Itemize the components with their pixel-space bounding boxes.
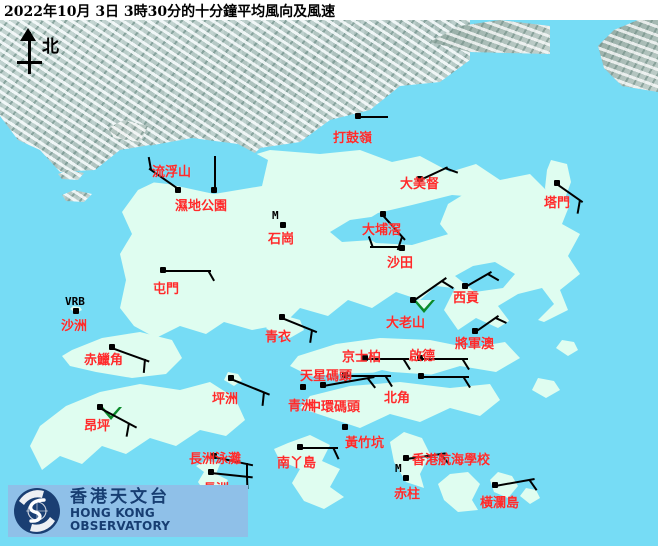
station-dot <box>410 297 416 303</box>
station-dot <box>175 187 181 193</box>
station-dot <box>320 382 326 388</box>
wind-barb-shaft <box>358 116 388 118</box>
station-label: 南丫島 <box>277 456 317 471</box>
page-title: 2022年10月 3日 3時30分的十分鐘平均風向及風速 <box>4 4 336 20</box>
station-dot <box>355 113 361 119</box>
station-label: 西貢 <box>453 291 480 306</box>
station-dot <box>403 455 409 461</box>
station-dot <box>279 314 285 320</box>
station-label: 石崗 <box>268 232 295 247</box>
station-dot <box>362 355 368 361</box>
gale-triangle-icon <box>100 407 122 420</box>
station-wind-flag: VRB <box>65 295 85 308</box>
station-label: 濕地公園 <box>175 199 228 214</box>
station-label: 長洲泳灘 <box>189 452 242 467</box>
station-dot <box>417 355 423 361</box>
station-label: 天星碼頭 <box>300 369 353 384</box>
nw-island-texture-3 <box>108 120 148 142</box>
hko-logo-chinese: 香港天文台 <box>70 487 170 508</box>
station-dot <box>300 384 306 390</box>
station-label: 大埔滘 <box>362 223 402 238</box>
station-label: 沙洲 <box>61 319 88 334</box>
station-label: 塔門 <box>544 196 571 211</box>
station-dot <box>208 469 214 475</box>
station-label: 香港航海學校 <box>412 453 491 468</box>
station-label: 大美督 <box>400 177 440 192</box>
east-island-2 <box>532 378 560 398</box>
tsing-yi-island <box>266 316 304 338</box>
station-label: 赤鱲角 <box>84 353 124 368</box>
wind-barb-shaft <box>163 270 211 272</box>
station-dot <box>342 424 348 430</box>
station-dot <box>211 453 217 459</box>
ne-mainland-terrain-texture <box>598 20 658 92</box>
station-dot <box>403 475 409 481</box>
station-label: 中環碼頭 <box>308 400 361 415</box>
station-label: 啟德 <box>409 349 436 364</box>
station-label: 沙田 <box>387 256 414 271</box>
station-dot <box>462 283 468 289</box>
station-dot <box>297 444 303 450</box>
station-dot <box>492 482 498 488</box>
station-dot <box>73 308 79 314</box>
station-label: 流浮山 <box>152 165 192 180</box>
station-label: 打鼓嶺 <box>333 131 373 146</box>
station-label: 橫瀾島 <box>480 496 520 511</box>
station-dot <box>554 180 560 186</box>
north-arrow-label: 北 <box>42 37 59 57</box>
north-arrow-shaft <box>28 32 31 74</box>
wind-barb-feather <box>576 199 581 214</box>
wind-barb-feather <box>261 391 266 406</box>
wind-barb-shaft <box>300 447 338 449</box>
east-island-1 <box>556 340 578 356</box>
gale-triangle-icon <box>413 300 435 313</box>
station-dot <box>280 222 286 228</box>
station-label: 昂坪 <box>84 419 111 434</box>
station-dot <box>418 373 424 379</box>
station-dot <box>380 211 386 217</box>
wind-barb-feather <box>528 478 538 491</box>
nw-island-texture-2 <box>62 190 92 202</box>
hong-kong-wind-map[interactable]: 北 流浮山濕地公園 M 石崗 打鼓嶺大美督大埔滘沙田 塔門西貢將軍澳 屯門 VRB 沙洲赤鱲角… <box>0 20 658 546</box>
station-label: 北角 <box>384 391 411 406</box>
station-dot <box>109 344 115 350</box>
station-label: 京士柏 <box>342 350 382 365</box>
po-toi-island <box>438 472 480 512</box>
station-label: 大老山 <box>386 316 426 331</box>
hko-logo-english: HONG KONG OBSERVATORY <box>70 506 171 533</box>
station-dot <box>399 245 405 251</box>
hko-logo-swirl-icon <box>14 488 60 534</box>
station-dot <box>342 372 348 378</box>
station-dot <box>472 328 478 334</box>
station-label: 將軍澳 <box>455 337 495 352</box>
station-wind-flag: M <box>395 462 402 475</box>
wind-barb-shaft <box>421 376 469 378</box>
small-island-se <box>520 488 540 504</box>
station-label: 青衣 <box>265 330 292 345</box>
wind-barb-feather <box>309 329 313 343</box>
station-dot <box>228 375 234 381</box>
station-dot <box>97 404 103 410</box>
station-wind-flag: M <box>272 209 279 222</box>
wind-barb-shaft <box>420 358 468 360</box>
north-arrow: 北 <box>8 28 68 80</box>
station-dot <box>417 176 423 182</box>
station-dot <box>211 187 217 193</box>
nw-island-texture-1 <box>58 170 84 180</box>
station-label: 赤柱 <box>394 487 421 502</box>
wind-barb-shaft <box>214 156 216 190</box>
station-label: 黃竹坑 <box>345 436 385 451</box>
station-label: 坪洲 <box>212 392 239 407</box>
wind-barb-shaft <box>370 246 402 248</box>
north-arrow-crossbar <box>17 61 42 64</box>
wind-barb-shaft <box>365 358 409 360</box>
hko-logo-mark <box>14 488 62 534</box>
hko-logo: 香港天文台 HONG KONG OBSERVATORY <box>8 485 248 537</box>
wind-barb-shaft <box>345 375 391 377</box>
station-dot <box>160 267 166 273</box>
station-label: 屯門 <box>153 282 180 297</box>
hko-logo-text: 香港天文台 HONG KONG OBSERVATORY <box>70 487 248 533</box>
station-label: 青洲 <box>288 399 315 414</box>
